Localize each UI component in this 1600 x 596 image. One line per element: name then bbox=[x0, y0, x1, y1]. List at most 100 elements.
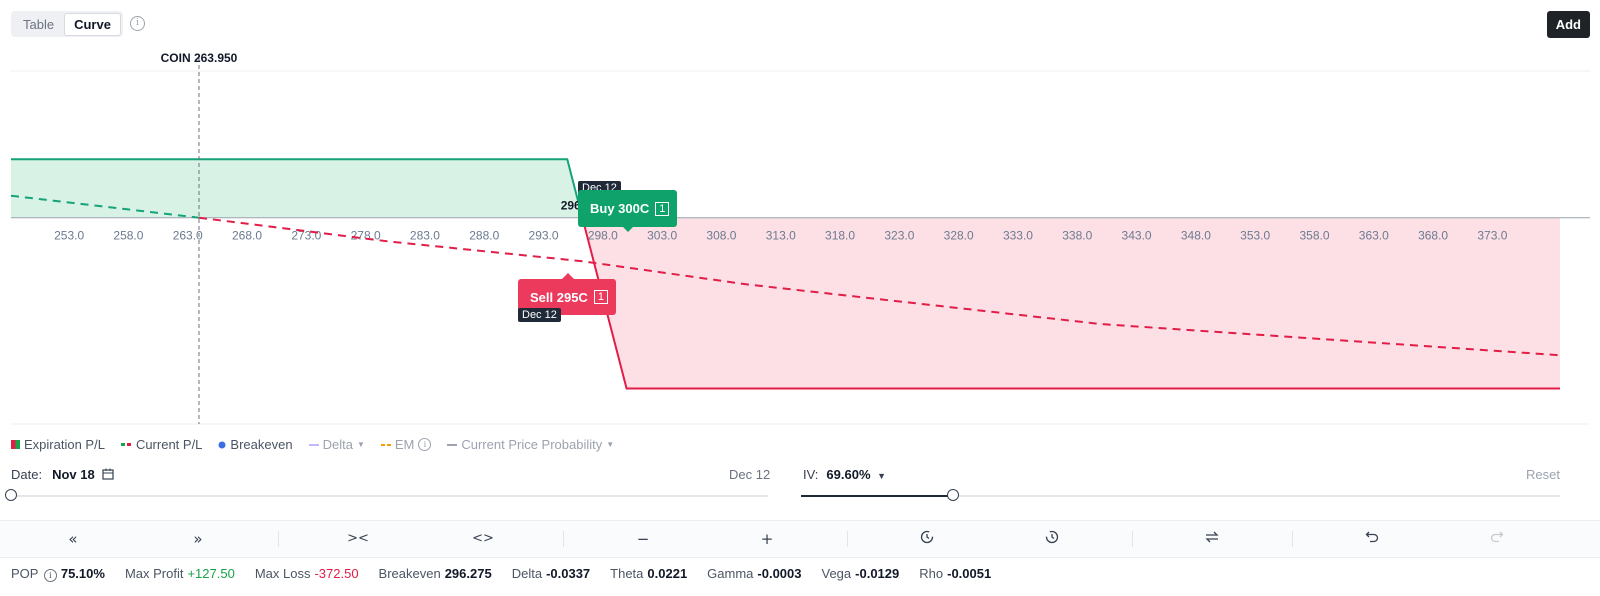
expand-range-icon[interactable]: <> bbox=[472, 531, 494, 546]
undo-icon[interactable] bbox=[1360, 529, 1384, 549]
sell-leg-label: Sell 295C bbox=[530, 289, 588, 305]
expiration-line-profit bbox=[11, 158, 584, 218]
x-tick-label: 358.0 bbox=[1299, 229, 1329, 243]
collapse-range-icon[interactable]: >< bbox=[347, 531, 369, 546]
info-icon[interactable]: i bbox=[43, 569, 57, 582]
x-tick-label: 353.0 bbox=[1240, 229, 1270, 243]
info-icon[interactable]: i bbox=[130, 16, 145, 31]
toolbar-divider bbox=[847, 531, 848, 547]
x-tick-label: 288.0 bbox=[469, 229, 499, 243]
stat-max-profit: Max Profit +127.50 bbox=[124, 566, 235, 581]
toolbar-divider bbox=[1132, 531, 1133, 547]
iv-control: IV: 69.60% ▼ bbox=[803, 467, 887, 482]
reset-button[interactable]: Reset bbox=[1526, 467, 1560, 482]
zoom-in-icon[interactable]: + bbox=[760, 530, 774, 548]
x-tick-label: 338.0 bbox=[1062, 229, 1092, 243]
legend-current[interactable]: Current P/L bbox=[120, 437, 202, 452]
view-toggle: Table Curve bbox=[11, 11, 123, 37]
x-tick-label: 328.0 bbox=[944, 229, 974, 243]
x-tick-label: 293.0 bbox=[529, 229, 559, 243]
stat-max-loss: Max Loss -372.50 bbox=[254, 566, 359, 581]
shift-right-icon[interactable]: » bbox=[193, 530, 203, 548]
history-back-icon[interactable] bbox=[915, 529, 939, 549]
chart-toolbar: « » >< <> − + bbox=[0, 520, 1600, 558]
stat-rho: Rho -0.0051 bbox=[919, 566, 992, 581]
add-button[interactable]: Add bbox=[1546, 11, 1590, 38]
legend-expiration[interactable]: Expiration P/L bbox=[11, 437, 105, 452]
em-swatch-icon bbox=[380, 443, 391, 446]
stat-breakeven: Breakeven 296.275 bbox=[378, 566, 492, 581]
chevron-down-icon: ▼ bbox=[356, 440, 365, 449]
x-tick-label: 253.0 bbox=[54, 229, 84, 243]
x-tick-label: 343.0 bbox=[1122, 229, 1152, 243]
date-control: Date: Nov 18 bbox=[11, 467, 114, 482]
legend-em[interactable]: EM i bbox=[380, 437, 432, 452]
current-swatch-icon bbox=[120, 442, 131, 446]
tab-table[interactable]: Table bbox=[23, 16, 55, 32]
iv-slider-handle[interactable] bbox=[947, 489, 959, 501]
x-tick-label: 363.0 bbox=[1359, 229, 1389, 243]
chart-legend: Expiration P/L Current P/L Breakeven Del… bbox=[11, 437, 614, 452]
stat-delta: Delta -0.0337 bbox=[511, 566, 591, 581]
stat-pop: POP i 75.10% bbox=[11, 566, 105, 582]
x-tick-label: 318.0 bbox=[825, 229, 855, 243]
x-tick-label: 258.0 bbox=[113, 229, 143, 243]
loss-area bbox=[582, 217, 1560, 389]
current-pl-line-profit bbox=[10, 194, 200, 219]
sell-leg-date: Dec 12 bbox=[518, 308, 561, 322]
buy-leg-pointer bbox=[622, 226, 634, 232]
sell-leg-qty: 1 bbox=[593, 290, 608, 304]
date-slider-handle[interactable] bbox=[5, 489, 17, 501]
legend-delta[interactable]: Delta ▼ bbox=[308, 437, 365, 452]
x-tick-label: 273.0 bbox=[291, 229, 321, 243]
current-pl-line-loss bbox=[198, 216, 1561, 357]
expiration-swatch-icon bbox=[11, 440, 20, 449]
date-value[interactable]: Nov 18 bbox=[52, 467, 95, 482]
info-icon[interactable]: i bbox=[418, 438, 432, 451]
underlying-label: COIN 263.950 bbox=[161, 51, 238, 65]
x-tick-label: 348.0 bbox=[1181, 229, 1211, 243]
tab-curve[interactable]: Curve bbox=[64, 12, 121, 36]
x-tick-label: 373.0 bbox=[1477, 229, 1507, 243]
x-tick-label: 263.0 bbox=[173, 229, 203, 243]
toolbar-divider bbox=[563, 531, 564, 547]
buy-leg-label: Buy 300C bbox=[590, 201, 650, 216]
stat-vega: Vega -0.0129 bbox=[821, 566, 900, 581]
stat-theta: Theta 0.0221 bbox=[610, 566, 688, 581]
x-tick-label: 298.0 bbox=[588, 229, 618, 243]
x-tick-label: 333.0 bbox=[1003, 229, 1033, 243]
delta-swatch-icon bbox=[308, 443, 319, 446]
date-slider-track[interactable] bbox=[11, 495, 768, 497]
sell-leg-pointer bbox=[562, 273, 574, 279]
redo-icon[interactable] bbox=[1485, 529, 1509, 549]
toolbar-divider bbox=[1292, 531, 1293, 547]
buy-leg-qty: 1 bbox=[655, 201, 670, 216]
iv-slider-track[interactable] bbox=[801, 495, 1560, 497]
x-tick-label: 283.0 bbox=[410, 229, 440, 243]
buy-leg-tag[interactable]: Buy 300C 1 bbox=[578, 190, 678, 227]
x-tick-label: 268.0 bbox=[232, 229, 262, 243]
stats-bar: POP i 75.10% Max Profit +127.50 Max Loss -3… bbox=[11, 566, 1011, 582]
zoom-out-icon[interactable]: − bbox=[636, 530, 650, 548]
x-tick-label: 308.0 bbox=[706, 229, 736, 243]
iv-value[interactable]: 69.60% bbox=[826, 467, 871, 482]
x-tick-label: 278.0 bbox=[351, 229, 381, 243]
expiration-line-loss bbox=[581, 217, 1560, 390]
profit-area bbox=[11, 159, 583, 218]
shift-left-icon[interactable]: « bbox=[68, 530, 78, 548]
x-tick-label: 313.0 bbox=[766, 229, 796, 243]
x-tick-label: 323.0 bbox=[884, 229, 914, 243]
toolbar-divider bbox=[278, 531, 279, 547]
history-forward-icon[interactable] bbox=[1040, 529, 1064, 549]
swap-icon[interactable] bbox=[1200, 529, 1224, 549]
pl-chart: 253.0 258.0 263.0 268.0 273.0 278.0 283.0 288.0… bbox=[10, 51, 1590, 425]
calendar-icon[interactable] bbox=[102, 468, 114, 480]
legend-probability[interactable]: Current Price Probability ▼ bbox=[447, 437, 614, 452]
probability-swatch-icon bbox=[447, 443, 458, 446]
iv-slider-fill bbox=[801, 495, 953, 497]
x-tick-label: 303.0 bbox=[647, 229, 677, 243]
x-tick-label: 368.0 bbox=[1418, 229, 1448, 243]
breakeven-swatch-icon bbox=[218, 441, 226, 448]
chevron-down-icon[interactable]: ▼ bbox=[877, 471, 887, 481]
legend-breakeven[interactable]: Breakeven bbox=[218, 437, 293, 452]
